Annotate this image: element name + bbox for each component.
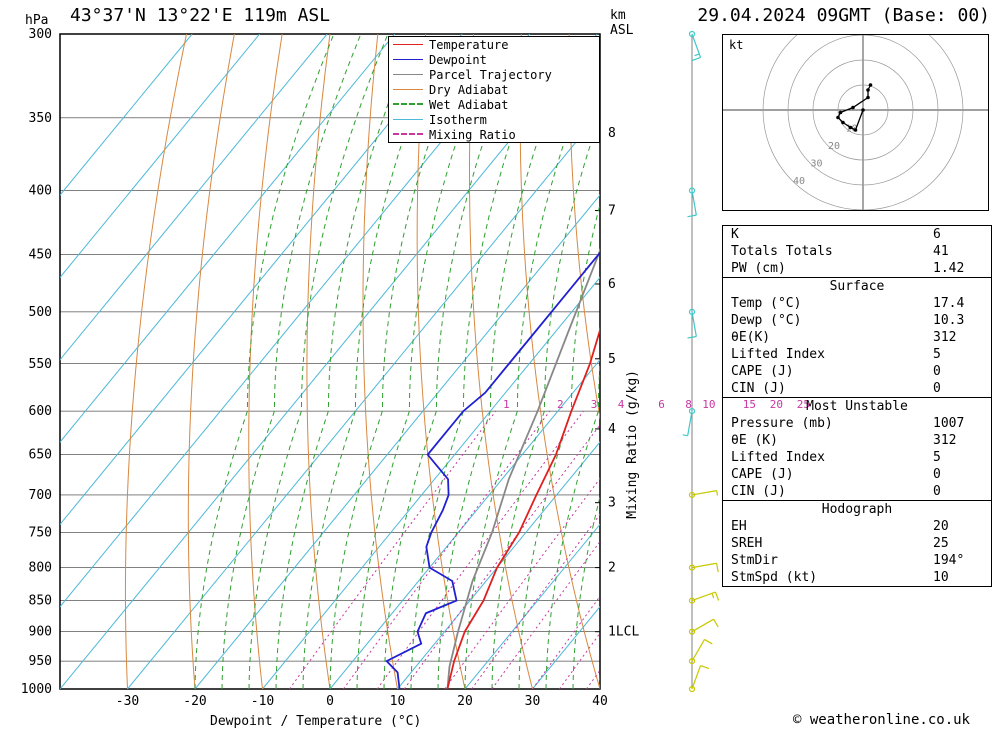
svg-text:550: 550	[29, 357, 52, 372]
legend-label: Parcel Trajectory	[429, 68, 552, 82]
index-row: θE (K)312	[723, 432, 991, 449]
index-row: CAPE (J)0	[723, 363, 991, 380]
svg-text:2: 2	[557, 398, 564, 411]
svg-text:800: 800	[29, 561, 52, 576]
index-row: θE(K)312	[723, 329, 991, 346]
index-row: Totals Totals41	[723, 243, 991, 260]
svg-text:600: 600	[29, 404, 52, 419]
svg-text:750: 750	[29, 525, 52, 540]
y-axis-left-label: hPa	[25, 13, 48, 28]
index-row: CIN (J)0	[723, 483, 991, 500]
index-row: SREH25	[723, 535, 991, 552]
legend-item: Wet Adiabat	[389, 97, 599, 112]
index-row: PW (cm)1.42	[723, 260, 991, 277]
svg-text:30: 30	[525, 694, 541, 709]
svg-text:300: 300	[29, 27, 52, 42]
hodograph-chart: kt10203040	[722, 34, 989, 211]
svg-text:3: 3	[608, 496, 616, 511]
index-row: CIN (J)0	[723, 380, 991, 397]
legend-label: Mixing Ratio	[429, 128, 516, 142]
svg-text:4: 4	[618, 398, 625, 411]
x-axis-label: Dewpoint / Temperature (°C)	[210, 714, 421, 729]
svg-text:1000: 1000	[21, 682, 52, 697]
legend-label: Temperature	[429, 38, 508, 52]
svg-text:-30: -30	[116, 694, 139, 709]
legend-label: Dewpoint	[429, 53, 487, 67]
svg-text:10: 10	[390, 694, 406, 709]
index-row: Lifted Index5	[723, 346, 991, 363]
svg-text:350: 350	[29, 111, 52, 126]
svg-text:950: 950	[29, 654, 52, 669]
svg-text:2: 2	[608, 561, 616, 576]
svg-text:kt: kt	[729, 38, 743, 52]
svg-text:40: 40	[592, 694, 608, 709]
svg-text:7: 7	[608, 204, 616, 219]
section-header: Hodograph	[723, 500, 991, 518]
svg-text:6: 6	[658, 398, 665, 411]
index-row: Lifted Index5	[723, 449, 991, 466]
y-axis-right-label: km ASL	[610, 8, 633, 38]
index-row: Pressure (mb)1007	[723, 415, 991, 432]
svg-text:30: 30	[811, 159, 823, 170]
svg-text:8: 8	[608, 126, 616, 141]
section-header: Most Unstable	[723, 397, 991, 415]
svg-text:20: 20	[457, 694, 473, 709]
legend-item: Isotherm	[389, 112, 599, 127]
svg-text:700: 700	[29, 488, 52, 503]
svg-text:1: 1	[503, 398, 510, 411]
index-row: StmDir194°	[723, 552, 991, 569]
svg-text:40: 40	[793, 176, 805, 187]
mixing-ratio-label: Mixing Ratio (g/kg)	[625, 370, 640, 519]
svg-text:400: 400	[29, 184, 52, 199]
index-row: Temp (°C)17.4	[723, 295, 991, 312]
indices-table: K6Totals Totals41PW (cm)1.42SurfaceTemp …	[722, 225, 992, 587]
legend-item: Mixing Ratio	[389, 127, 599, 142]
title-location: 43°37'N 13°22'E 119m ASL	[70, 5, 330, 26]
svg-text:3: 3	[591, 398, 598, 411]
svg-text:500: 500	[29, 305, 52, 320]
legend-item: Temperature	[389, 37, 599, 52]
svg-text:5: 5	[608, 352, 616, 367]
index-row: K6	[723, 226, 991, 243]
svg-text:850: 850	[29, 594, 52, 609]
legend-label: Wet Adiabat	[429, 98, 508, 112]
svg-text:900: 900	[29, 625, 52, 640]
legend: Temperature Dewpoint Parcel Trajectory D…	[388, 36, 600, 143]
legend-item: Dry Adiabat	[389, 82, 599, 97]
svg-text:4: 4	[608, 422, 616, 437]
svg-text:1LCL: 1LCL	[608, 625, 639, 640]
svg-text:6: 6	[608, 277, 616, 292]
svg-text:650: 650	[29, 448, 52, 463]
index-row: CAPE (J)0	[723, 466, 991, 483]
copyright-text: © weatheronline.co.uk	[793, 712, 970, 728]
svg-text:20: 20	[828, 141, 840, 152]
legend-label: Isotherm	[429, 113, 487, 127]
index-row: StmSpd (kt)10	[723, 569, 991, 586]
legend-item: Dewpoint	[389, 52, 599, 67]
title-datetime: 29.04.2024 09GMT (Base: 00)	[697, 5, 990, 26]
wind-barb-column	[675, 34, 710, 689]
section-header: Surface	[723, 277, 991, 295]
svg-text:450: 450	[29, 248, 52, 263]
legend-item: Parcel Trajectory	[389, 67, 599, 82]
svg-text:0: 0	[326, 694, 334, 709]
index-row: Dewp (°C)10.3	[723, 312, 991, 329]
svg-text:-20: -20	[183, 694, 206, 709]
index-row: EH20	[723, 518, 991, 535]
legend-label: Dry Adiabat	[429, 83, 508, 97]
svg-text:-10: -10	[251, 694, 274, 709]
